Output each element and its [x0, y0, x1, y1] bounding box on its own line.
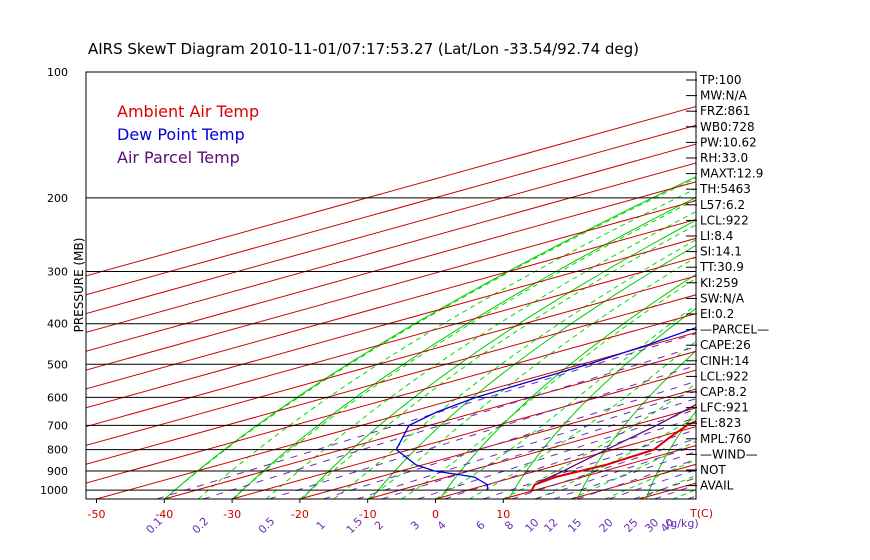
dry-adiabat — [439, 273, 696, 499]
isotherm — [231, 369, 696, 499]
chart-title: AIRS SkewT Diagram 2010-11-01/07:17:53.2… — [88, 40, 639, 58]
isotherm — [86, 162, 696, 333]
index-item: EL:823 — [700, 416, 741, 430]
isotherm — [86, 218, 696, 390]
mixing-ratio-line — [356, 390, 696, 499]
index-item: CINH:14 — [700, 354, 749, 368]
index-item: TP:100 — [699, 73, 742, 87]
index-item: LCL:922 — [700, 213, 749, 227]
temperature-line — [530, 419, 696, 491]
mixing-ratio-line — [444, 417, 696, 499]
index-item: RH:33.0 — [700, 151, 748, 165]
isotherm — [86, 256, 696, 428]
isotherm — [86, 275, 696, 446]
isotherm — [164, 350, 696, 499]
index-item: EI:0.2 — [700, 307, 734, 321]
y-tick-label: 800 — [47, 444, 68, 457]
index-item: —WIND— — [700, 447, 758, 461]
legend-item: Ambient Air Temp — [117, 102, 259, 121]
mixing-ratio-line — [482, 429, 696, 499]
index-item: TT:30.9 — [699, 260, 744, 274]
index-item: SW:N/A — [700, 291, 745, 305]
index-item: KI:259 — [700, 276, 738, 290]
index-item: PW:10.62 — [700, 135, 757, 149]
index-item: TH:5463 — [699, 182, 751, 196]
isotherm — [86, 105, 696, 277]
y-tick-label: 500 — [47, 358, 68, 371]
dry-adiabat — [576, 350, 696, 499]
index-item: L57:6.2 — [700, 198, 745, 212]
dry-adiabat — [645, 410, 696, 499]
bottom-tick-label: -40 — [155, 508, 173, 521]
isotherm — [86, 313, 696, 484]
isotherm — [86, 200, 696, 371]
index-item: —PARCEL— — [700, 323, 769, 337]
index-item: AVAIL — [700, 479, 734, 493]
mixing-ratio-line — [268, 365, 696, 499]
y-tick-label: 200 — [47, 192, 68, 205]
mixing-ratio-line — [202, 346, 696, 499]
index-item: SI:14.1 — [700, 245, 742, 259]
bottom-tick-label: -50 — [88, 508, 106, 521]
y-tick-label: 300 — [47, 266, 68, 279]
profiles — [395, 326, 696, 491]
legend-item: Dew Point Temp — [117, 125, 245, 144]
index-item: WB0:728 — [700, 120, 755, 134]
bottom-axis-unit: T(C) — [689, 507, 713, 520]
plot-area — [86, 72, 696, 499]
dry-adiabat — [301, 219, 696, 499]
y-tick-label: 600 — [47, 391, 68, 404]
index-item: CAPE:26 — [700, 338, 751, 352]
index-item: FRZ:861 — [700, 104, 750, 118]
bottom-tick-label: 10 — [496, 508, 510, 521]
isotherm — [86, 181, 696, 352]
plot-frame — [85, 71, 697, 500]
y-axis-label: PRESSURE (MB) — [72, 238, 86, 333]
mixing-ratio-line — [417, 408, 696, 499]
mixing-ratio-line — [323, 380, 696, 499]
bottom-tick-label: -20 — [291, 508, 309, 521]
index-item: LI:8.4 — [700, 229, 733, 243]
index-item: MW:N/A — [700, 89, 748, 103]
dry-adiabat — [370, 244, 696, 499]
mixing-ratio-line — [511, 438, 696, 499]
legend-item: Air Parcel Temp — [117, 148, 240, 167]
isotherm — [86, 143, 696, 315]
y-tick-label: 700 — [47, 419, 68, 432]
y-axis: 100 200 300 400 500 600 700 800 900 1000 — [40, 66, 68, 497]
bottom-tick-label: -10 — [359, 508, 377, 521]
isotherm — [435, 426, 696, 499]
isotherm — [86, 237, 696, 409]
y-tick-label: 100 — [47, 66, 68, 79]
legend: Ambient Air Temp Dew Point Temp Air Parcel… — [117, 102, 259, 167]
parcel-temp-line — [531, 403, 696, 491]
dry-adiabat — [508, 307, 696, 499]
index-item: MPL:760 — [700, 432, 751, 446]
bottom-tick-label: 0 — [432, 508, 439, 521]
mixing-ratio-line — [156, 333, 696, 499]
index-item: MAXT:12.9 — [700, 167, 763, 181]
isotherm — [367, 407, 696, 499]
isotherm — [86, 124, 696, 296]
bottom-tick-label: -30 — [223, 508, 241, 521]
index-item: CAP:8.2 — [700, 385, 747, 399]
index-item: LFC:921 — [700, 401, 749, 415]
isotherm — [299, 388, 696, 499]
dewpoint-line — [395, 326, 696, 491]
y-tick-label: 900 — [47, 465, 68, 478]
y-tick-label: 400 — [47, 318, 68, 331]
index-item: NOT — [700, 463, 726, 477]
isotherm — [86, 294, 696, 465]
bottom-temperature-axis: -50 -40 -30 -20 -10 0 10 T(C) — [88, 499, 713, 521]
index-item: LCL:922 — [700, 369, 749, 383]
mixing-ratio-unit: (g/kg) — [666, 517, 699, 530]
y-tick-label: 1000 — [40, 484, 68, 497]
mixing-ratio-line — [381, 398, 696, 499]
isotherm — [96, 331, 696, 499]
